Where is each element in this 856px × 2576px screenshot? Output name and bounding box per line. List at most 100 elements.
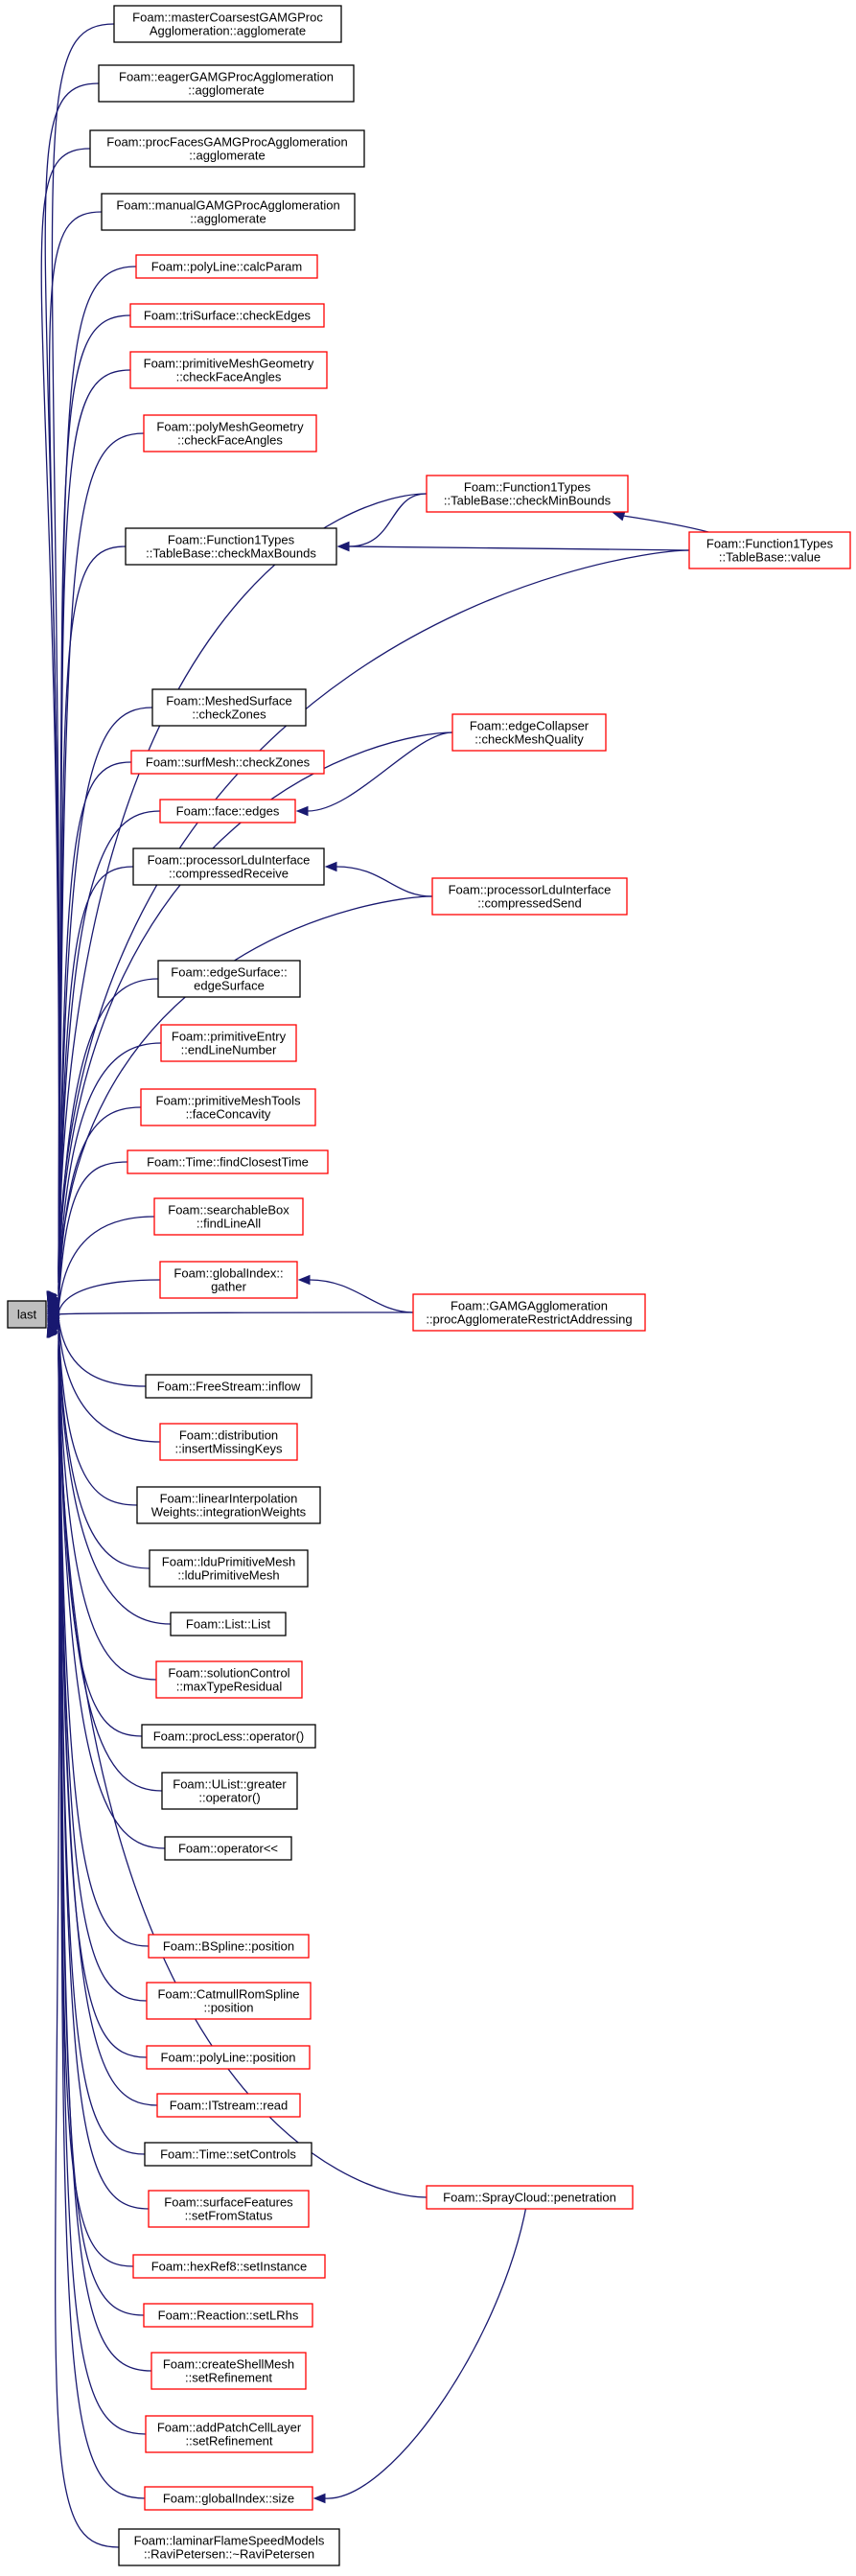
edge-n11-to-last	[47, 549, 690, 1305]
node-foam-polymeshgeometry-checkfaceangles[interactable]: Foam::polyMeshGeometry::checkFaceAngles	[143, 414, 317, 453]
edge-n9-to-last	[47, 493, 428, 1305]
edge-line	[51, 23, 115, 1269]
node-foam-solutioncontrol-maxtyperesidual[interactable]: Foam::solutionControl::maxTypeResidual	[155, 1660, 303, 1699]
node-label: ::insertMissingKeys	[175, 1442, 283, 1456]
node-label: Foam::edgeCollapser	[470, 719, 590, 733]
node-foam-procfacesgamgprocagglomeration-agglomerate[interactable]: Foam::procFacesGAMGProcAgglomeration::ag…	[89, 129, 365, 168]
node-foam-time-findclosesttime[interactable]: Foam::Time::findClosestTime	[127, 1149, 329, 1174]
node-foam-surfacefeatures-setfromstatus[interactable]: Foam::surfaceFeatures::setFromStatus	[148, 2190, 310, 2228]
node-box	[135, 254, 318, 279]
node-foam-laminarflamespeedmodels-ravipetersen-ravipetersen[interactable]: Foam::laminarFlameSpeedModels::RaviPeter…	[118, 2528, 340, 2566]
node-foam-freestream-inflow[interactable]: Foam::FreeStream::inflow	[145, 1374, 312, 1399]
node-label: ::agglomerate	[189, 149, 266, 163]
node-label: Foam::searchableBox	[168, 1203, 289, 1218]
node-foam-searchablebox-findlineall[interactable]: Foam::searchableBox::findLineAll	[153, 1197, 304, 1236]
node-foam-addpatchcelllayer-setrefinement[interactable]: Foam::addPatchCellLayer::setRefinement	[145, 2415, 313, 2453]
edge-line	[58, 866, 134, 1296]
node-box	[153, 1197, 304, 1236]
node-foam-surfmesh-checkzones[interactable]: Foam::surfMesh::checkZones	[130, 750, 325, 775]
node-label: Foam::surfaceFeatures	[164, 2195, 293, 2210]
node-label: Foam::primitiveMeshTools	[156, 1094, 301, 1108]
node-label: Foam::eagerGAMGProcAgglomeration	[119, 70, 334, 84]
node-box	[426, 475, 629, 513]
node-foam-operator[interactable]: Foam::operator<<	[164, 1836, 292, 1861]
node-box	[143, 414, 317, 453]
node-box	[159, 1261, 298, 1299]
node-foam-ulist-greater-operator[interactable]: Foam::UList::greater::operator()	[161, 1772, 298, 1810]
node-foam-linearinterpolationweights-integrationweights[interactable]: Foam::linearInterpolationWeights::integr…	[136, 1486, 321, 1524]
node-label: Foam::processorLduInterface	[449, 883, 612, 897]
node-foam-catmullromspline-position[interactable]: Foam::CatmullRomSpline::position	[146, 1982, 312, 2020]
edge-line	[58, 1345, 148, 2058]
edge-line	[58, 1216, 155, 1311]
node-foam-bspline-position[interactable]: Foam::BSpline::position	[148, 1934, 310, 1959]
node-foam-reaction-setlrhs[interactable]: Foam::Reaction::setLRhs	[143, 2303, 313, 2328]
edge-arrowhead	[324, 861, 337, 872]
node-foam-polyline-calcparam[interactable]: Foam::polyLine::calcParam	[135, 254, 318, 279]
node-label: Foam::operator<<	[178, 1842, 278, 1856]
node-label: ::setRefinement	[185, 2434, 272, 2448]
node-foam-function1types-tablebase-value[interactable]: Foam::Function1Types::TableBase::value	[688, 531, 851, 569]
node-foam-edgecollapser-checkmeshquality[interactable]: Foam::edgeCollapser::checkMeshQuality	[451, 713, 607, 752]
node-foam-list-list[interactable]: Foam::List::List	[170, 1612, 287, 1636]
node-foam-face-edges[interactable]: Foam::face::edges	[159, 799, 296, 824]
node-label: last	[17, 1308, 37, 1322]
node-foam-processorlduinterface-compressedreceive[interactable]: Foam::processorLduInterface::compressedR…	[132, 847, 325, 886]
node-foam-spraycloud-penetration[interactable]: Foam::SprayCloud::penetration	[426, 2185, 634, 2210]
node-box	[130, 750, 325, 775]
edge-layer	[40, 23, 709, 2548]
node-foam-processorlduinterface-compressedsend[interactable]: Foam::processorLduInterface::compressedS…	[431, 877, 628, 916]
node-foam-time-setcontrols[interactable]: Foam::Time::setControls	[144, 2142, 312, 2167]
node-label: Foam::polyLine::position	[161, 2051, 296, 2065]
node-label: ::maxTypeResidual	[176, 1680, 283, 1694]
node-box	[146, 2045, 311, 2070]
node-label: ::TableBase::checkMinBounds	[444, 494, 612, 508]
node-foam-globalindex-gather[interactable]: Foam::globalIndex::gather	[159, 1261, 298, 1299]
node-label: ::setFromStatus	[185, 2209, 273, 2223]
edge-line	[58, 493, 428, 1282]
node-label: ::procAgglomerateRestrictAddressing	[426, 1312, 632, 1327]
node-foam-primitivemeshgeometry-checkfaceangles[interactable]: Foam::primitiveMeshGeometry::checkFaceAn…	[129, 351, 328, 389]
node-box	[145, 2415, 313, 2453]
edge-line	[58, 1317, 147, 1387]
node-box	[146, 1982, 312, 2020]
node-foam-procless-operator[interactable]: Foam::procLess::operator()	[141, 1724, 316, 1749]
node-foam-trisurface-checkedges[interactable]: Foam::triSurface::checkEdges	[129, 303, 325, 328]
node-foam-meshedsurface-checkzones[interactable]: Foam::MeshedSurface::checkZones	[151, 688, 307, 727]
node-label: Foam::procLess::operator()	[153, 1729, 305, 1744]
node-foam-edgesurface-edgesurface[interactable]: Foam::edgeSurface::edgeSurface	[157, 960, 301, 998]
node-box	[132, 2254, 326, 2279]
node-box	[426, 2185, 634, 2210]
node-foam-distribution-insertmissingkeys[interactable]: Foam::distribution::insertMissingKeys	[159, 1423, 298, 1461]
node-foam-function1types-tablebase-checkminbounds[interactable]: Foam::Function1Types::TableBase::checkMi…	[426, 475, 629, 513]
node-foam-eagergamgprocagglomeration-agglomerate[interactable]: Foam::eagerGAMGProcAgglomeration::agglom…	[98, 64, 355, 103]
node-label: Foam::surfMesh::checkZones	[146, 755, 311, 770]
node-foam-globalindex-size[interactable]: Foam::globalIndex::size	[144, 2486, 313, 2511]
edge-line	[335, 866, 433, 897]
node-foam-lduprimitivemesh-lduprimitivemesh[interactable]: Foam::lduPrimitiveMesh::lduPrimitiveMesh	[149, 1549, 309, 1588]
node-foam-itstream-read[interactable]: Foam::ITstream::read	[156, 2093, 301, 2118]
edge-line	[348, 493, 428, 547]
node-label: Foam::GAMGAgglomeration	[451, 1299, 608, 1313]
node-foam-gamgagglomeration-procagglomeraterestrictaddressing[interactable]: Foam::GAMGAgglomeration::procAgglomerate…	[412, 1293, 646, 1332]
edge-line	[58, 1042, 162, 1303]
node-box	[141, 1724, 316, 1749]
node-foam-manualgamgprocagglomeration-agglomerate[interactable]: Foam::manualGAMGProcAgglomeration::agglo…	[101, 193, 356, 231]
node-box	[144, 2142, 312, 2167]
node-label: ::TableBase::value	[719, 550, 821, 565]
node-foam-createshellmesh-setrefinement[interactable]: Foam::createShellMesh::setRefinement	[150, 2352, 307, 2390]
node-foam-function1types-tablebase-checkmaxbounds[interactable]: Foam::Function1Types::TableBase::checkMa…	[125, 527, 337, 566]
edge-line	[58, 1106, 142, 1306]
edge-line	[58, 1327, 172, 1625]
node-foam-mastercoarsestgamgprocagglomeration-agglomerate[interactable]: Foam::masterCoarsestGAMGProcAgglomeratio…	[113, 5, 342, 43]
node-foam-hexref8-setinstance[interactable]: Foam::hexRef8::setInstance	[132, 2254, 326, 2279]
node-label: Foam::hexRef8::setInstance	[151, 2260, 308, 2274]
node-box	[113, 5, 342, 43]
node-foam-polyline-position[interactable]: Foam::polyLine::position	[146, 2045, 311, 2070]
node-foam-primitivemeshtools-faceconcavity[interactable]: Foam::primitiveMeshTools::faceConcavity	[140, 1088, 316, 1126]
edge-line	[55, 1358, 120, 2548]
node-label: ::endLineNumber	[181, 1043, 277, 1057]
edge-line	[58, 1279, 161, 1313]
node-foam-primitiveentry-endlinenumber[interactable]: Foam::primitiveEntry::endLineNumber	[160, 1024, 297, 1062]
